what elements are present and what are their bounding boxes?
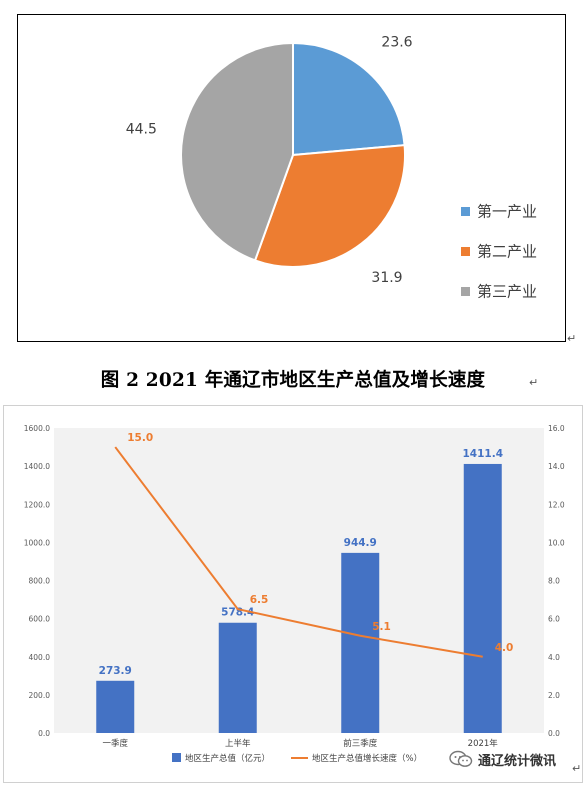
y-right-tick-label: 14.0 [548,462,565,471]
paragraph-mark-3: ↵ [572,762,582,775]
bar [96,680,135,733]
y-left-tick-label: 0.0 [38,729,50,738]
bar [341,552,380,733]
bar-data-label: 1411.4 [462,448,503,460]
x-tick-label: 前三季度 [343,738,378,749]
x-tick-label: 2021年 [468,738,499,749]
y-right-tick-label: 0.0 [548,729,560,738]
legend-label: 第三产业 [477,283,537,301]
y-right-tick-label: 4.0 [548,653,560,662]
legend-label-line: 地区生产总值增长速度（%） [312,753,422,764]
gdp-combo-chart-frame: 0.0 200.0 400.0 600.0 800.0 1000.0 1200.0 1400.… [3,405,583,783]
legend-swatch [461,207,470,216]
pie-data-label: 23.6 [381,34,412,50]
y-left-tick-label: 1200.0 [24,500,50,509]
y-right-tick-label: 12.0 [548,500,565,509]
y-right-tick-label: 16.0 [548,424,565,433]
y-right-tick-label: 6.0 [548,615,560,624]
line-data-label: 15.0 [127,432,153,444]
bar [463,463,502,733]
y-left-tick-label: 400.0 [29,653,51,662]
x-tick-label: 一季度 [102,738,128,749]
legend-label-bar: 地区生产总值（亿元） [185,753,270,764]
y-right-tick-label: 10.0 [548,538,565,547]
y-left-tick-label: 1000.0 [24,538,50,547]
x-tick-label: 上半年 [225,738,251,749]
plot-area [54,428,544,733]
legend-label: 第一产业 [477,203,537,221]
y-left-tick-label: 600.0 [29,615,51,624]
bar-data-label: 944.9 [344,537,377,549]
y-right-tick-label: 2.0 [548,691,560,700]
y-left-tick-label: 1400.0 [24,462,50,471]
pie-chart-frame: 23.6 31.9 44.5 第一产业第二产业第三产业 [17,14,566,342]
bar-data-label: 578.4 [221,607,254,619]
bar-data-label: 273.9 [99,665,132,677]
line-data-label: 4.0 [495,642,514,654]
bar [218,622,257,733]
line-data-label: 5.1 [372,621,391,633]
legend-label: 第二产业 [477,243,537,261]
watermark-text: 通辽统计微讯 [478,754,557,769]
y-left-tick-label: 200.0 [29,691,51,700]
y-left-tick-label: 800.0 [29,577,51,586]
wechat-icon [449,750,473,767]
watermark: 通辽统计微讯 [448,748,576,770]
pie-slice [253,144,406,268]
pie-slice [292,41,406,157]
y-right-tick-label: 8.0 [548,577,560,586]
legend-swatch [461,247,470,256]
legend-swatch-bar [172,753,181,762]
gdp-combo-chart: 0.0 200.0 400.0 600.0 800.0 1000.0 1200.0 1400.… [24,424,565,764]
line-data-label: 6.5 [250,594,269,606]
growth-line [114,446,483,658]
pie-data-label: 31.9 [371,270,402,286]
paragraph-mark-1: ↵ [567,332,577,345]
pie-slice [180,41,294,262]
figure-title: 图 2 2021 年通辽市地区生产总值及增长速度 [100,370,486,391]
y-left-tick-label: 1600.0 [24,424,50,433]
paragraph-mark-2: ↵ [529,376,539,389]
legend-swatch [461,287,470,296]
pie-data-label: 44.5 [126,122,157,138]
